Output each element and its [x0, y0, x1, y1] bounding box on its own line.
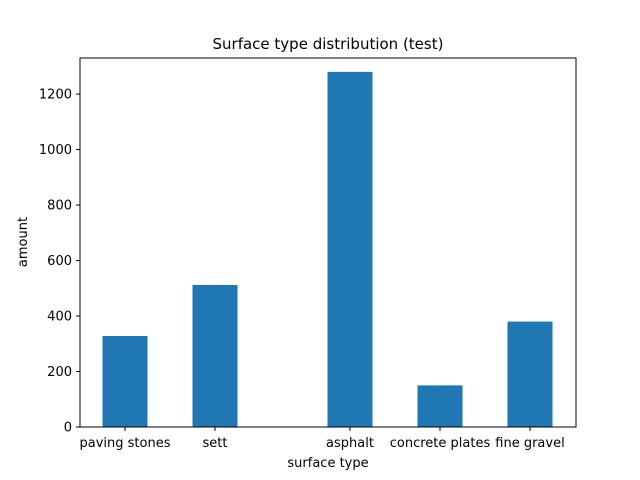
bar-sett — [192, 284, 238, 427]
plot-frame — [79, 57, 577, 428]
bar-fine-gravel — [507, 321, 553, 427]
y-tick-label: 200 — [47, 365, 72, 380]
x-axis-label: surface type — [287, 456, 368, 471]
x-tick-label: concrete plates — [390, 436, 491, 451]
x-tick-label: fine gravel — [495, 436, 564, 451]
y-tick-label: 400 — [47, 310, 72, 325]
y-tick-label: 1000 — [39, 143, 72, 158]
bar-concrete-plates — [417, 385, 463, 427]
x-ticks-group: paving stones sett asphalt concrete plates f… — [80, 427, 565, 451]
y-ticks-group: 0 200 400 600 800 1000 1200 — [39, 88, 80, 436]
y-axis-label: amount — [16, 217, 31, 267]
y-tick-label: 600 — [47, 254, 72, 269]
x-tick-label: asphalt — [326, 436, 374, 451]
x-tick-label: paving stones — [80, 436, 171, 451]
chart-title: Surface type distribution (test) — [213, 35, 444, 53]
y-tick-label: 1200 — [39, 88, 72, 103]
bar-paving-stones — [102, 335, 148, 427]
bars-group — [102, 71, 553, 427]
bar-asphalt — [327, 71, 373, 427]
x-tick-label: sett — [203, 436, 228, 451]
y-tick-label: 800 — [47, 199, 72, 214]
y-tick-label: 0 — [64, 421, 72, 436]
